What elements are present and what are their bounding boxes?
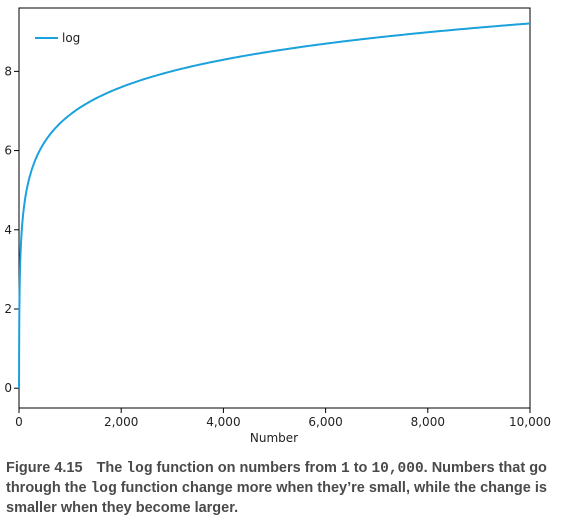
caption-text-2: function on numbers from xyxy=(152,460,341,476)
figure-caption: Figure 4.15 The log function on numbers f… xyxy=(6,459,558,518)
chart: 0 2,000 4,000 6,000 8,000 10,000 0 2 4 6 8 Number… xyxy=(4,7,551,445)
legend: log xyxy=(35,31,80,45)
x-tick-label: 2,000 xyxy=(104,415,138,429)
caption-text-1: The xyxy=(96,460,127,476)
y-tick-label: 2 xyxy=(4,302,12,316)
y-tick-label: 8 xyxy=(4,64,12,78)
y-tick-label: 6 xyxy=(4,144,12,158)
x-tick-label: 10,000 xyxy=(509,415,551,429)
plot-area-frame xyxy=(18,7,531,409)
y-tick-label: 0 xyxy=(4,381,12,395)
legend-label-log: log xyxy=(62,31,80,45)
caption-text-3: to xyxy=(349,460,372,476)
y-axis-ticks: 0 2 4 6 8 xyxy=(4,64,19,395)
x-axis-label: Number xyxy=(250,431,298,445)
caption-code-10000: 10,000 xyxy=(371,461,424,477)
caption-text-4: . Numbers that go through the xyxy=(6,460,547,496)
caption-text-5: function change more when they’re small,… xyxy=(6,480,547,516)
caption-code-log-2: log xyxy=(90,481,117,497)
caption-code-1: 1 xyxy=(340,461,350,477)
caption-code-log: log xyxy=(126,461,153,477)
x-axis-ticks: 0 2,000 4,000 6,000 8,000 10,000 xyxy=(15,408,551,429)
x-tick-label: 4,000 xyxy=(206,415,240,429)
x-tick-label: 8,000 xyxy=(411,415,445,429)
caption-figure-number: Figure 4.15 xyxy=(6,460,83,476)
y-tick-label: 4 xyxy=(4,223,12,237)
series-line-log xyxy=(18,22,531,389)
x-tick-label: 6,000 xyxy=(308,415,342,429)
x-tick-label: 0 xyxy=(15,415,23,429)
